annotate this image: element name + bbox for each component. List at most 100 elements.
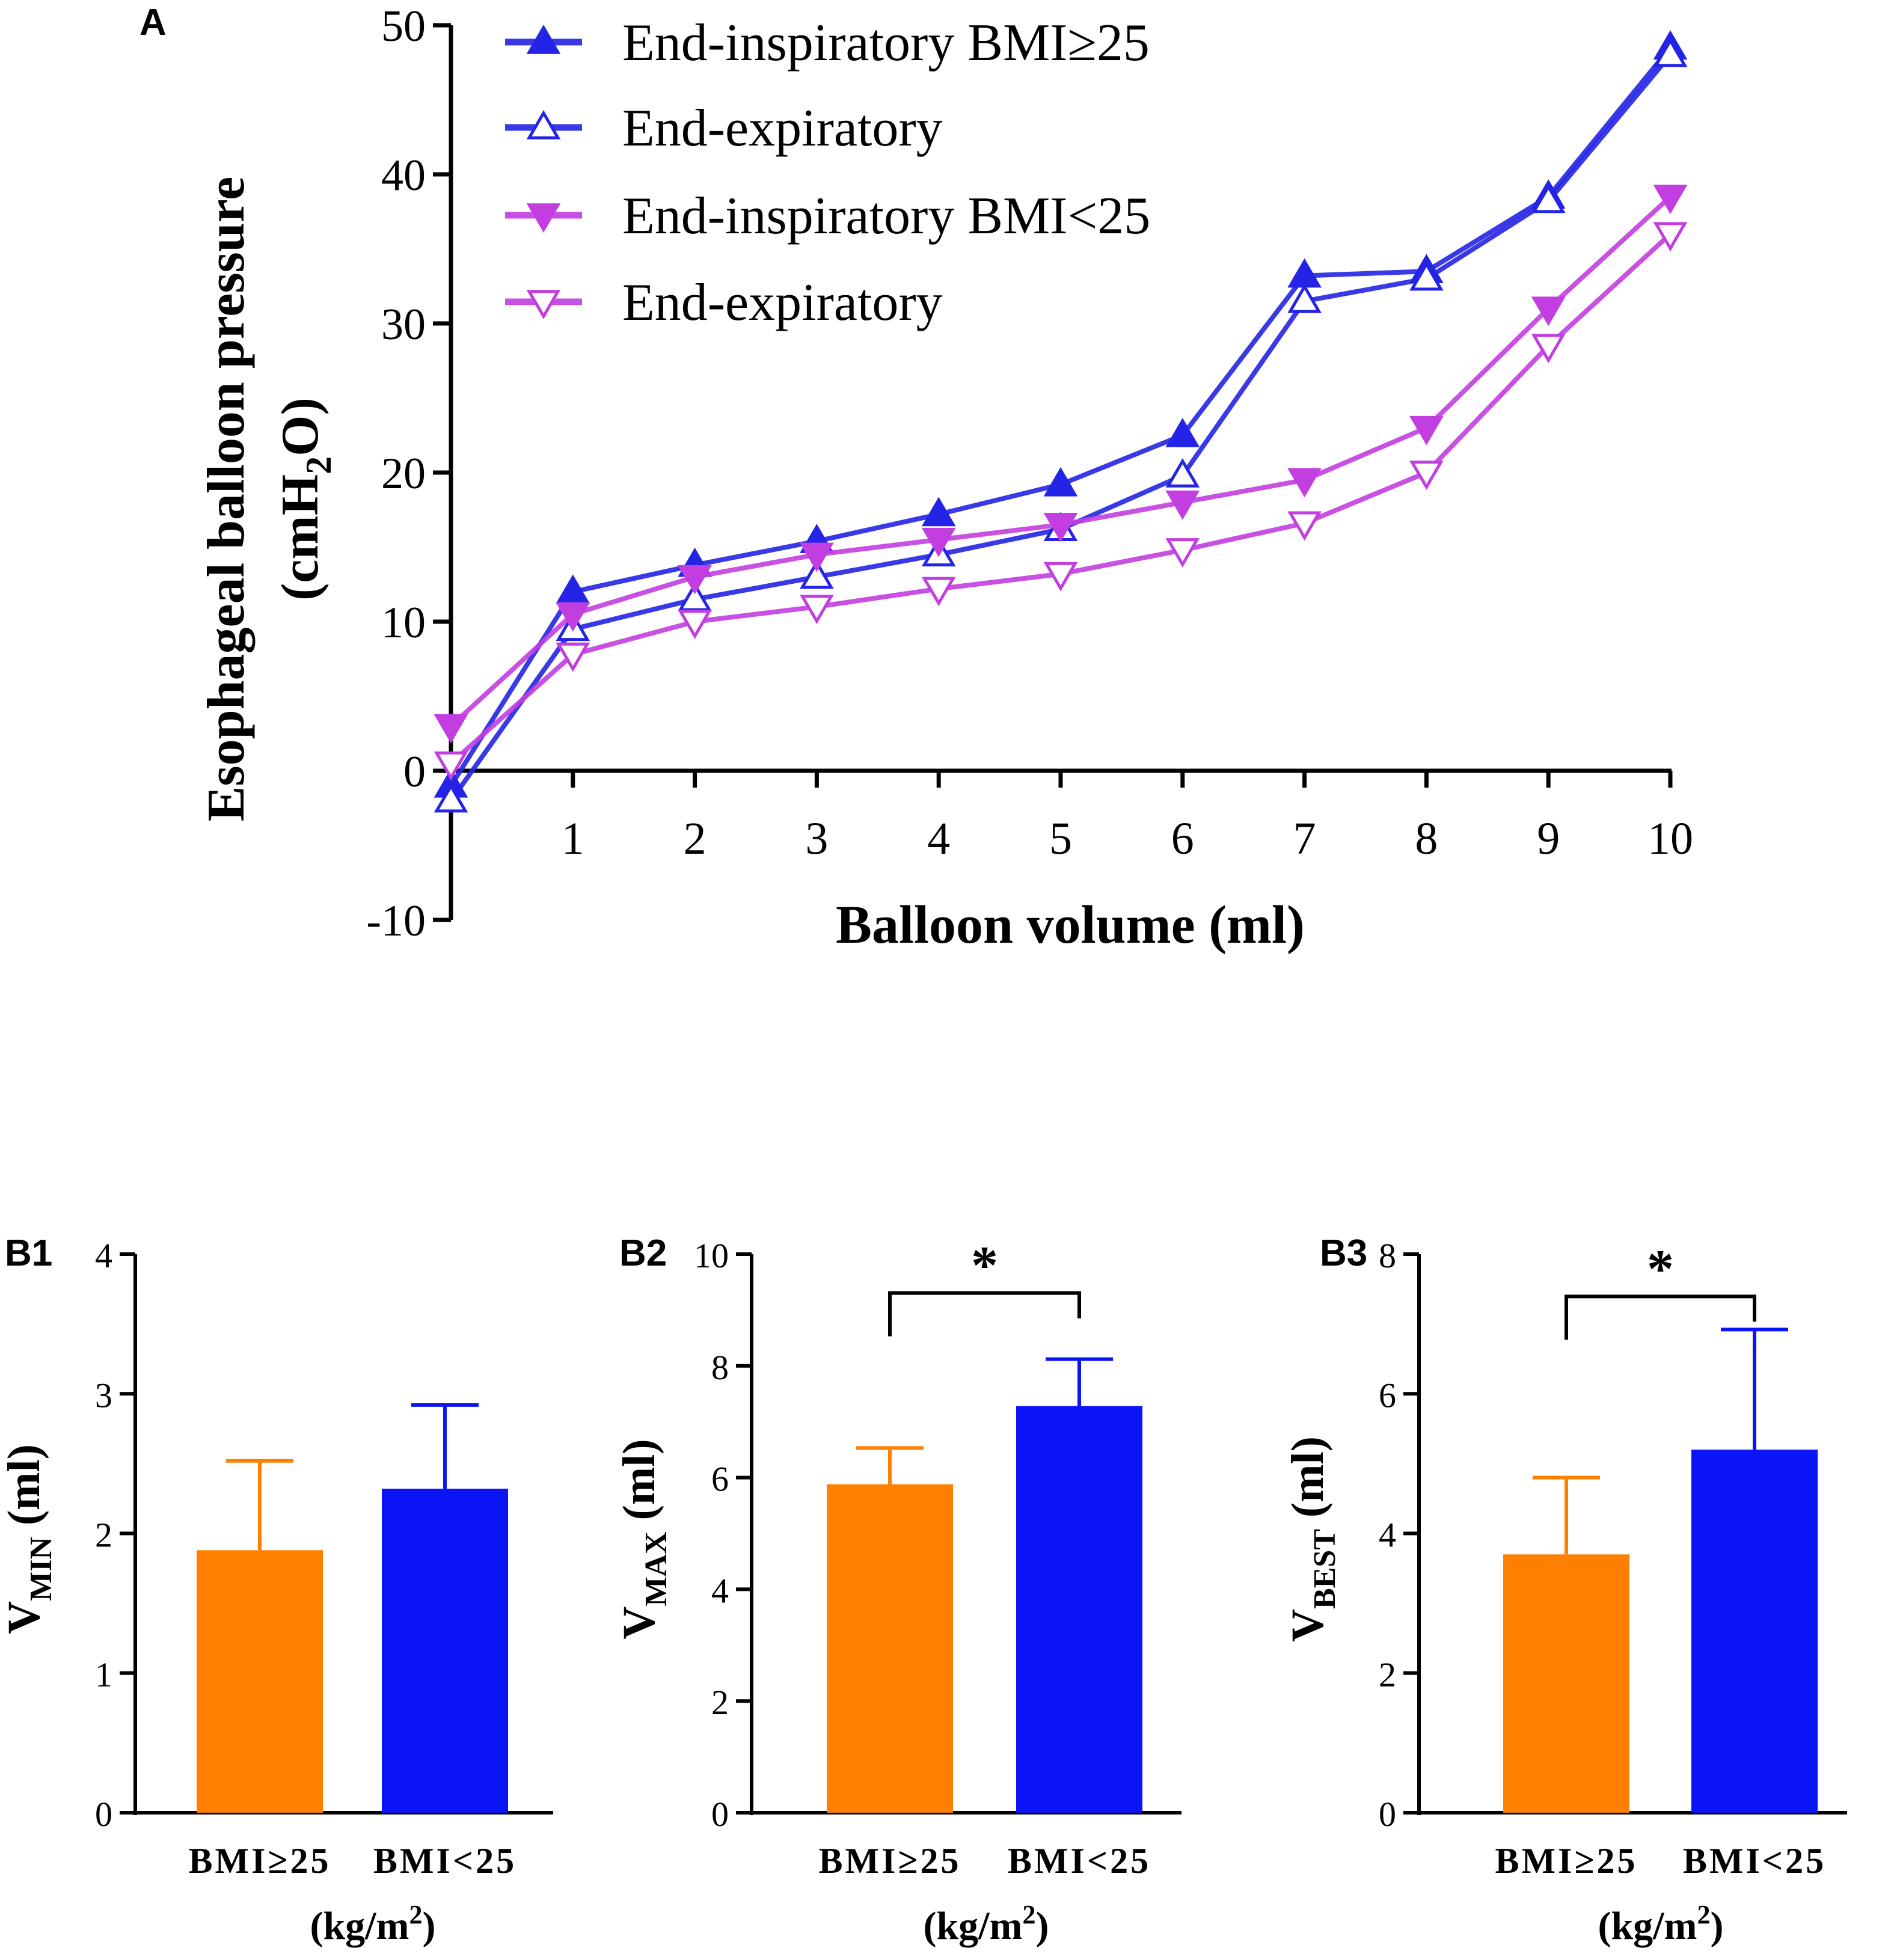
panel-b1-y-axis-title-group: VMIN (ml) [0, 1444, 58, 1634]
panel-b3-x-axis-unit: (kg/m2) [1598, 1900, 1724, 1948]
panel-a-data-point [1287, 283, 1322, 313]
panel-label-b2: B2 [619, 1233, 667, 1274]
panel-a-data-point [1287, 511, 1322, 541]
panel-a-y-tick-label: 10 [381, 598, 426, 648]
panel-a-x-tick-label: 3 [805, 813, 828, 864]
panel-a-x-tick-label: 10 [1647, 813, 1693, 864]
panel-b3-y-title-sub: BEST [1308, 1529, 1342, 1609]
panel-a-y-tick-label: 0 [403, 747, 426, 797]
panel-a-series-4 [434, 222, 1688, 781]
panel-a-x-tick-label: 5 [1049, 813, 1072, 864]
panel-b3-y-title-unit: (ml) [1283, 1436, 1333, 1529]
panel-a-data-point [1043, 513, 1078, 542]
panel-a-data-point [678, 581, 712, 611]
panel-b1-bar [382, 1489, 508, 1813]
panel-b2-significance-bracket [888, 1291, 1081, 1337]
panel-b1-y-tick-label: 3 [95, 1376, 112, 1415]
panel-b2-x-unit-prefix: (kg/m [924, 1904, 1023, 1948]
panel-a-y-tick-label: 50 [381, 2, 426, 51]
panel-b2-category-label: BMI<25 [1008, 1841, 1151, 1881]
panel-a-series-3 [434, 185, 1688, 744]
panel-a-series-line [449, 54, 1673, 802]
panel-b1-bar [197, 1550, 323, 1813]
panel-b1-x-unit-suffix: ) [423, 1904, 436, 1948]
panel-a-data-point [1165, 490, 1200, 520]
panel-a-x-tick-label: 7 [1293, 813, 1316, 864]
panel-b2-x-unit-suffix: ) [1036, 1904, 1049, 1948]
panel-a-data-point [921, 497, 956, 527]
panel-a-x-tick-label: 4 [927, 813, 950, 864]
panel-a-data-point [1165, 458, 1200, 488]
panel-a-y-axis-unit: (cmH2O) [271, 397, 339, 601]
panel-b3-significance-star: * [1647, 1239, 1674, 1299]
panel-b3-bar [1503, 1554, 1629, 1813]
legend-marker [526, 110, 561, 139]
panel-b3-y-tick-label: 0 [1379, 1795, 1396, 1834]
panel-a-data-point [678, 610, 712, 639]
legend-label: End-expiratory [622, 99, 943, 158]
panel-b2-bar [827, 1484, 953, 1813]
panel-a-data-point [434, 751, 468, 781]
panel-a-data-point [434, 714, 468, 744]
panel-b2-category-label: BMI≥25 [819, 1841, 961, 1881]
panel-a-x-tick-label: 1 [562, 813, 584, 864]
panel-a-data-point [1531, 334, 1566, 364]
panel-a-data-point [1653, 222, 1688, 252]
legend-marker [526, 290, 561, 319]
panel-b3-y-title-main: V [1283, 1609, 1333, 1642]
panel-a-line-chart: A -10 0 10 20 30 40 50 1 2 3 4 5 6 7 8 9 10 Esophageal … [139, 2, 1693, 955]
panel-a-series [434, 30, 1688, 813]
panel-a-data-point [556, 602, 590, 632]
panel-b2-y-tick-label: 0 [711, 1795, 729, 1834]
panel-b3-y-tick-label: 4 [1379, 1516, 1396, 1555]
panel-b3-x-unit-sup: 2 [1697, 1900, 1711, 1929]
panel-a-data-point [800, 559, 834, 589]
panel-a-data-point [1043, 562, 1078, 592]
panel-b3-y-axis-title: VBEST (ml) [1283, 1436, 1342, 1642]
panel-b3-significance-bracket [1565, 1294, 1756, 1340]
panel-a-x-tick-label: 2 [684, 813, 706, 864]
panel-b3-y-tick-label: 8 [1379, 1236, 1396, 1275]
panel-a-x-tick-label: 8 [1415, 813, 1438, 864]
panel-a-data-point [556, 574, 590, 604]
panel-b3-y-tick-label: 2 [1379, 1655, 1396, 1694]
panel-b3-x-unit-suffix: ) [1711, 1904, 1724, 1948]
panel-a-y-tick-label: -10 [366, 896, 426, 946]
panel-b1-y-title-main: V [0, 1601, 49, 1634]
panel-b1-category-label: BMI<25 [373, 1841, 516, 1881]
panel-b2-y-tick-label: 10 [694, 1236, 729, 1275]
panel-b1-category-label: BMI≥25 [189, 1841, 331, 1881]
panel-b3-category-label: BMI<25 [1683, 1841, 1826, 1881]
panel-b2-y-tick-label: 2 [711, 1683, 729, 1722]
panel-a-series-line [449, 46, 1673, 787]
panel-a-data-point [1409, 261, 1444, 291]
panel-a-data-point [1653, 37, 1688, 67]
panel-b1-x-axis-unit: (kg/m2) [310, 1900, 436, 1948]
panel-b2-y-title-sub: MAX [639, 1531, 673, 1606]
panel-b2-significance-star: * [971, 1236, 998, 1296]
panel-b2-y-title-unit: (ml) [614, 1439, 664, 1531]
panel-b2-y-axis-title: VMAX (ml) [614, 1439, 673, 1639]
panel-b2-y-tick-label: 6 [711, 1460, 729, 1499]
panel-a-data-point [921, 527, 956, 557]
panel-label-b3: B3 [1320, 1233, 1367, 1274]
panel-a-data-point [800, 595, 834, 625]
legend-label: End-inspiratory BMI≥25 [622, 14, 1150, 72]
panel-b2-y-tick-label: 8 [711, 1348, 729, 1387]
panel-b2-x-unit-sup: 2 [1023, 1900, 1036, 1929]
panel-b3-y-axis-title-group: VBEST (ml) [1283, 1436, 1342, 1642]
panel-a-data-point [556, 642, 590, 672]
legend-marker [526, 25, 561, 54]
panel-a-data-point [1531, 183, 1566, 213]
panel-a-y-tick-label: 30 [381, 300, 426, 349]
panel-a-data-point [921, 577, 956, 607]
panel-a-data-point [1531, 296, 1566, 326]
legend-marker [526, 203, 561, 233]
panel-b2-x-axis-unit: (kg/m2) [924, 1900, 1049, 1948]
panel-b1-y-tick-label: 2 [95, 1516, 112, 1555]
panel-a-data-point [678, 565, 712, 595]
